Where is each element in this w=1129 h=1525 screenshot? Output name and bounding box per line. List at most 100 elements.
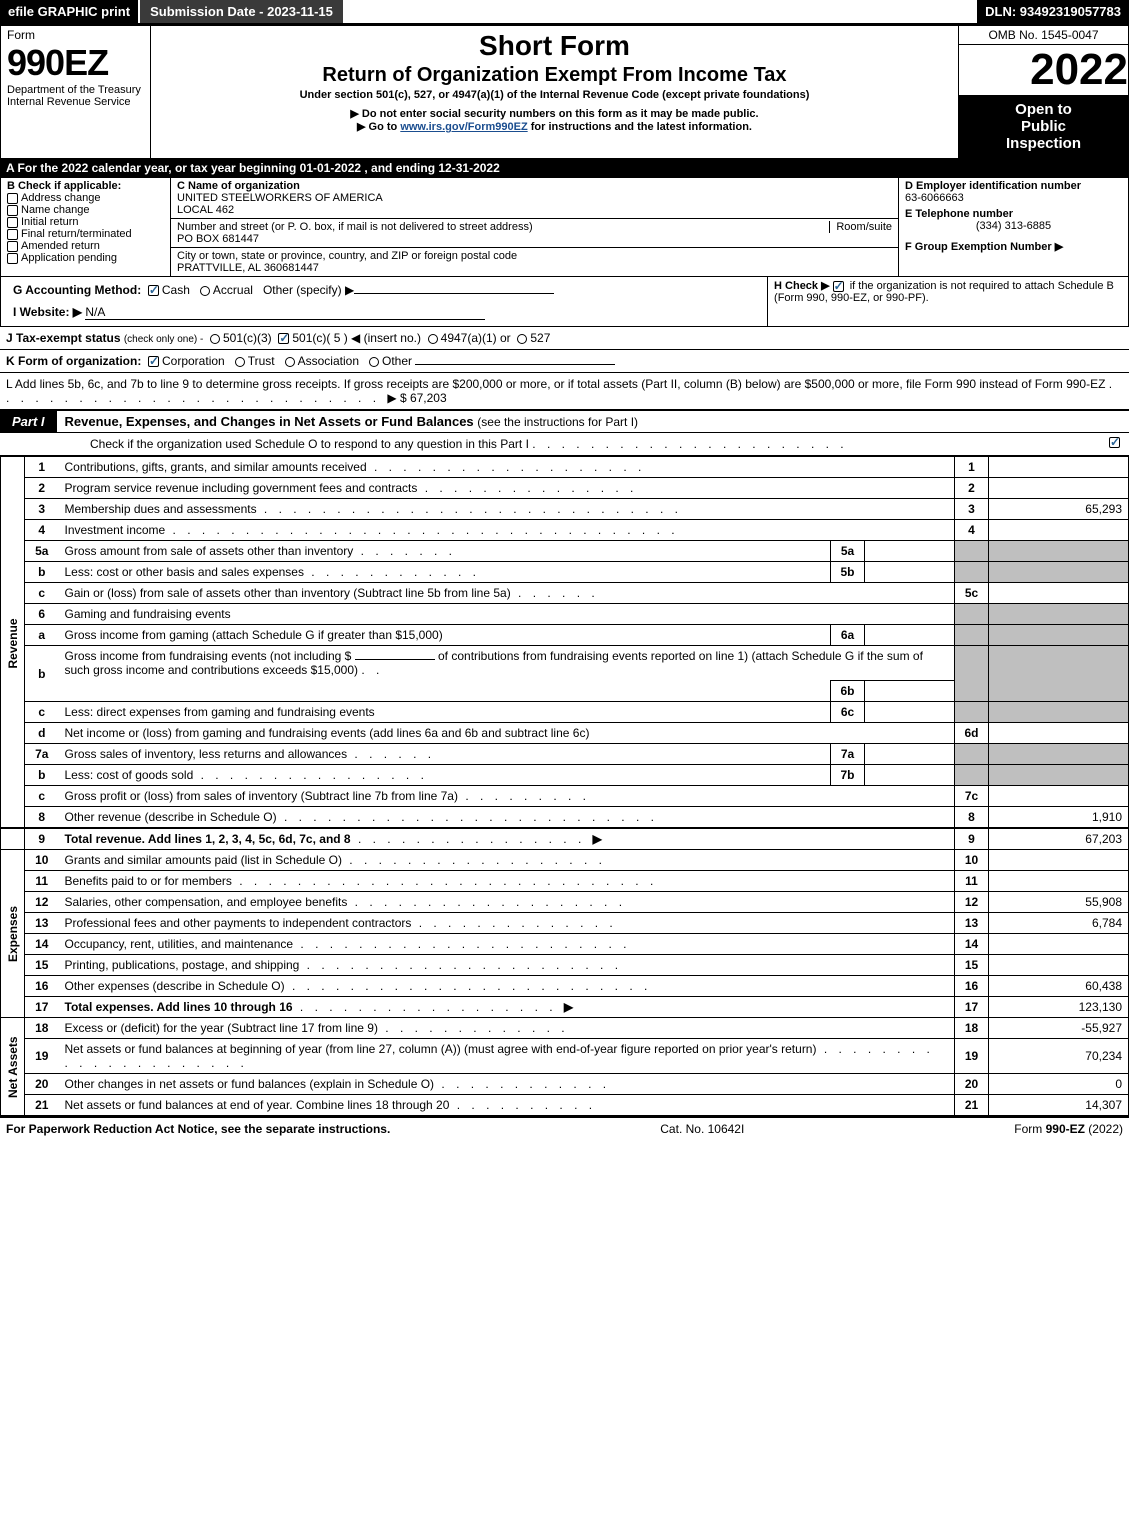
check-cash[interactable] <box>148 285 159 296</box>
radio-association[interactable] <box>285 357 295 367</box>
shade-cell <box>955 702 989 723</box>
line-1-desc: Contributions, gifts, grants, and simila… <box>65 460 367 474</box>
section-a-period: A For the 2022 calendar year, or tax yea… <box>0 159 1129 177</box>
line-3-ref: 3 <box>955 499 989 520</box>
part1-table: Revenue 1 Contributions, gifts, grants, … <box>0 456 1129 1116</box>
line-12-amt: 55,908 <box>989 892 1129 913</box>
other-org-input[interactable] <box>415 364 615 365</box>
line-3-num: 3 <box>25 499 59 520</box>
line-6b-num: b <box>25 646 59 702</box>
check-501c[interactable] <box>278 333 289 344</box>
check-initial-return[interactable]: Initial return <box>7 216 164 228</box>
radio-accrual[interactable] <box>200 286 210 296</box>
name-label: Name change <box>21 204 90 216</box>
shade-cell <box>955 541 989 562</box>
title-short: Short Form <box>157 30 952 62</box>
line-3-amt: 65,293 <box>989 499 1129 520</box>
revenue-sidelabel: Revenue <box>1 457 25 829</box>
line-6b-desc-pre: Gross income from fundraising events (no… <box>65 649 352 663</box>
open-inspection: Open to Public Inspection <box>959 95 1128 158</box>
final-label: Final return/terminated <box>21 228 132 240</box>
line-5a-desc: Gross amount from sale of assets other t… <box>65 544 354 558</box>
part1-title: Revenue, Expenses, and Changes in Net As… <box>57 414 639 429</box>
part1-check-text: Check if the organization used Schedule … <box>90 437 529 451</box>
open1: Open to <box>1015 101 1072 118</box>
line-19-amt: 70,234 <box>989 1039 1129 1074</box>
note-ssn: ▶ Do not enter social security numbers o… <box>157 107 952 120</box>
line-7a-sub: 7a <box>831 744 865 765</box>
line-7b-sub: 7b <box>831 765 865 786</box>
line-8-num: 8 <box>25 807 59 829</box>
j-label: J Tax-exempt status <box>6 331 121 345</box>
room-label: Room/suite <box>829 221 892 233</box>
line-14-desc: Occupancy, rent, utilities, and maintena… <box>65 937 294 951</box>
line-20-amt: 0 <box>989 1074 1129 1095</box>
line-17-desc: Total expenses. Add lines 10 through 16 <box>65 1000 293 1014</box>
initial-label: Initial return <box>21 216 78 228</box>
line-16-amt: 60,438 <box>989 976 1129 997</box>
line-10-desc: Grants and similar amounts paid (list in… <box>65 853 342 867</box>
page-footer: For Paperwork Reduction Act Notice, see … <box>0 1116 1129 1140</box>
line-6-desc: Gaming and fundraising events <box>59 604 955 625</box>
line-5c-amt <box>989 583 1129 604</box>
title-under: Under section 501(c), 527, or 4947(a)(1)… <box>157 89 952 101</box>
divider <box>1 828 25 850</box>
check-final-return[interactable]: Final return/terminated <box>7 228 164 240</box>
line-12-ref: 12 <box>955 892 989 913</box>
check-schedule-b[interactable] <box>833 281 844 292</box>
title-main: Return of Organization Exempt From Incom… <box>157 64 952 87</box>
line-6b-subv <box>865 681 955 702</box>
footer-right: Form 990-EZ (2022) <box>1014 1122 1123 1136</box>
shade-cell <box>989 625 1129 646</box>
line-7b-num: b <box>25 765 59 786</box>
l-text: L Add lines 5b, 6c, and 7b to line 9 to … <box>6 377 1105 391</box>
line-7c-num: c <box>25 786 59 807</box>
check-name-change[interactable]: Name change <box>7 204 164 216</box>
radio-other-org[interactable] <box>369 357 379 367</box>
note-url: ▶ Go to www.irs.gov/Form990EZ for instru… <box>157 120 952 133</box>
part1-sub: (see the instructions for Part I) <box>477 415 638 429</box>
line-6a-desc: Gross income from gaming (attach Schedul… <box>59 625 831 646</box>
other-label: Other (specify) ▶ <box>263 283 354 297</box>
j-tax-status: J Tax-exempt status (check only one) - 5… <box>0 327 1129 350</box>
part1-header: Part I Revenue, Expenses, and Changes in… <box>0 410 1129 433</box>
footer-left: For Paperwork Reduction Act Notice, see … <box>6 1122 390 1136</box>
other-specify-input[interactable] <box>354 293 554 294</box>
check-corporation[interactable] <box>148 356 159 367</box>
g-accounting: G Accounting Method: Cash Accrual Other … <box>7 279 761 301</box>
line-20-ref: 20 <box>955 1074 989 1095</box>
radio-501c3[interactable] <box>210 334 220 344</box>
check-address-change[interactable]: Address change <box>7 192 164 204</box>
radio-527[interactable] <box>517 334 527 344</box>
line-4-num: 4 <box>25 520 59 541</box>
dln-label: DLN: 93492319057783 <box>977 0 1129 23</box>
radio-4947[interactable] <box>428 334 438 344</box>
ein-value: 63-6066663 <box>905 192 1122 204</box>
identity-block: B Check if applicable: Address change Na… <box>0 177 1129 277</box>
check-amended-return[interactable]: Amended return <box>7 240 164 252</box>
line-6b-input[interactable] <box>355 659 435 660</box>
line-16-desc: Other expenses (describe in Schedule O) <box>65 979 285 993</box>
f-group-label: F Group Exemption Number ▶ <box>905 240 1122 253</box>
line-14-num: 14 <box>25 934 59 955</box>
shade-cell <box>955 765 989 786</box>
line-2-ref: 2 <box>955 478 989 499</box>
line-18-ref: 18 <box>955 1018 989 1039</box>
check-application-pending[interactable]: Application pending <box>7 252 164 264</box>
line-7a-subv <box>865 744 955 765</box>
line-18-amt: -55,927 <box>989 1018 1129 1039</box>
irs-link[interactable]: www.irs.gov/Form990EZ <box>400 121 527 133</box>
line-4-ref: 4 <box>955 520 989 541</box>
radio-trust[interactable] <box>235 357 245 367</box>
line-17-amt: 123,130 <box>989 997 1129 1018</box>
line-1-amt <box>989 457 1129 478</box>
website-value: N/A <box>85 305 485 320</box>
check-schedule-o[interactable] <box>1109 437 1120 448</box>
line-6-num: 6 <box>25 604 59 625</box>
line-6a-subv <box>865 625 955 646</box>
h-label: H Check ▶ <box>774 280 830 292</box>
shade-cell <box>955 646 989 702</box>
line-12-num: 12 <box>25 892 59 913</box>
efile-label[interactable]: efile GRAPHIC print <box>0 0 138 23</box>
submission-date: Submission Date - 2023-11-15 <box>138 0 343 23</box>
